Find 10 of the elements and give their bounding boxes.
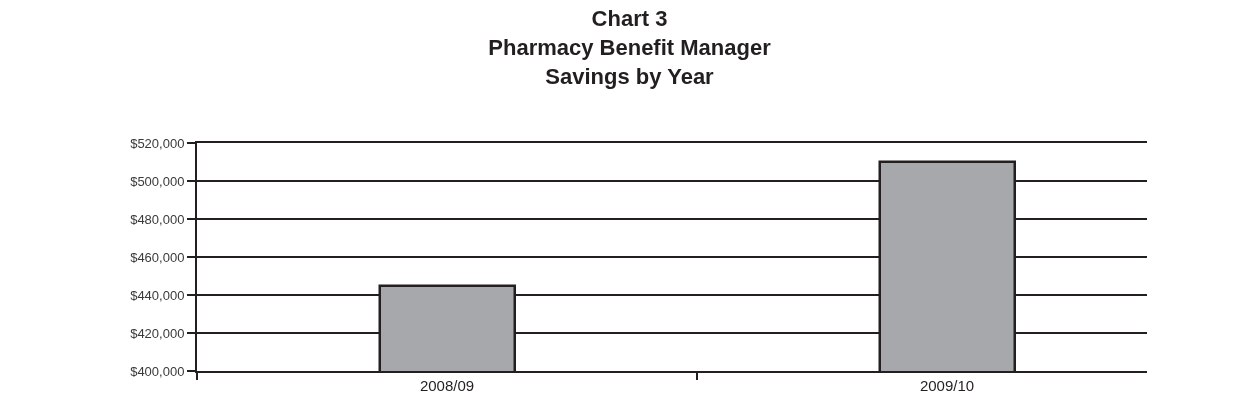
y-tick-label: $420,000: [130, 325, 185, 341]
x-tick-label: 2008/09: [419, 377, 475, 394]
chart-title: Chart 3 Pharmacy Benefit Manager Savings by Year: [488, 6, 772, 89]
y-tick-label: $440,000: [130, 287, 185, 303]
y-tick-label: $480,000: [130, 211, 185, 227]
y-tick-label: $460,000: [130, 249, 185, 265]
y-tick-label: $500,000: [130, 173, 185, 189]
y-tick-label: $400,000: [130, 363, 185, 379]
x-tick-label: 2009/10: [919, 377, 975, 394]
y-tick-label: $520,000: [130, 135, 185, 151]
